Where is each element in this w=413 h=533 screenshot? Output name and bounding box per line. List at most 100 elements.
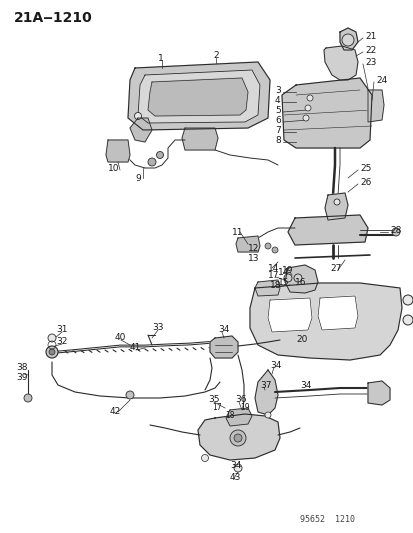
Circle shape <box>306 95 312 101</box>
Text: 26: 26 <box>359 177 370 187</box>
Text: 12: 12 <box>247 244 259 253</box>
Text: 37: 37 <box>259 381 271 390</box>
Polygon shape <box>323 46 357 80</box>
Text: 8: 8 <box>274 135 280 144</box>
Text: 4: 4 <box>274 95 280 104</box>
Text: 27: 27 <box>329 263 341 272</box>
Polygon shape <box>197 414 279 460</box>
Text: 24: 24 <box>375 76 386 85</box>
Circle shape <box>304 105 310 111</box>
Polygon shape <box>367 381 389 405</box>
Text: 6: 6 <box>274 116 280 125</box>
Circle shape <box>147 158 156 166</box>
Text: 29: 29 <box>412 290 413 300</box>
Polygon shape <box>138 70 259 123</box>
Polygon shape <box>324 193 347 220</box>
Bar <box>206 94 214 108</box>
Circle shape <box>201 455 208 462</box>
Circle shape <box>391 228 399 236</box>
Polygon shape <box>254 280 279 296</box>
Text: 34: 34 <box>218 326 229 335</box>
Text: 42: 42 <box>110 408 121 416</box>
Polygon shape <box>147 78 247 116</box>
Text: 19: 19 <box>281 265 293 274</box>
Text: 14: 14 <box>277 268 289 277</box>
Circle shape <box>46 346 58 358</box>
Polygon shape <box>317 296 357 330</box>
Text: 14: 14 <box>267 263 279 272</box>
Circle shape <box>126 391 134 399</box>
Text: 28: 28 <box>389 225 401 235</box>
Polygon shape <box>106 140 130 162</box>
Circle shape <box>264 243 271 249</box>
Polygon shape <box>281 78 371 148</box>
Text: 41: 41 <box>130 343 141 352</box>
Polygon shape <box>235 236 259 252</box>
Circle shape <box>230 430 245 446</box>
Circle shape <box>333 199 339 205</box>
Circle shape <box>402 315 412 325</box>
Text: 13: 13 <box>247 254 259 262</box>
Text: 22: 22 <box>364 45 375 54</box>
Text: 20: 20 <box>295 335 306 344</box>
Circle shape <box>48 334 56 342</box>
Polygon shape <box>367 90 383 122</box>
Text: 15: 15 <box>277 278 289 287</box>
Circle shape <box>283 274 291 282</box>
Bar <box>161 94 170 108</box>
Circle shape <box>402 295 412 305</box>
Text: 21: 21 <box>364 31 375 41</box>
Text: 38: 38 <box>16 364 27 373</box>
Text: 17: 17 <box>211 403 221 413</box>
Text: 34: 34 <box>269 360 281 369</box>
Polygon shape <box>284 265 317 293</box>
Text: 10: 10 <box>108 164 119 173</box>
Text: 36: 36 <box>235 395 246 405</box>
Circle shape <box>134 112 141 119</box>
Text: 19: 19 <box>240 403 249 413</box>
Text: 40: 40 <box>115 334 126 343</box>
Polygon shape <box>249 283 401 360</box>
Text: 34: 34 <box>230 461 241 470</box>
Circle shape <box>49 349 55 355</box>
Bar <box>228 94 235 108</box>
Bar <box>183 94 192 108</box>
Bar <box>216 94 224 108</box>
Circle shape <box>302 115 308 121</box>
Text: 32: 32 <box>56 337 67 346</box>
Text: 95652  1210: 95652 1210 <box>299 515 354 524</box>
Text: 25: 25 <box>359 164 370 173</box>
Circle shape <box>264 412 271 418</box>
Circle shape <box>233 434 242 442</box>
Polygon shape <box>267 298 311 332</box>
Circle shape <box>341 34 353 46</box>
Polygon shape <box>209 336 237 358</box>
Text: 43: 43 <box>230 473 241 482</box>
Text: 21A‒1210: 21A‒1210 <box>14 11 93 25</box>
Polygon shape <box>128 62 269 130</box>
Text: 18: 18 <box>269 280 281 289</box>
Text: 18: 18 <box>224 410 234 419</box>
Text: 11: 11 <box>231 228 243 237</box>
Circle shape <box>24 394 32 402</box>
Text: 34: 34 <box>299 381 311 390</box>
Bar <box>195 94 202 108</box>
Text: 2: 2 <box>212 51 218 60</box>
Circle shape <box>271 247 277 253</box>
Polygon shape <box>225 408 252 426</box>
Text: 1: 1 <box>158 53 164 62</box>
Text: 30: 30 <box>412 311 413 319</box>
Text: 35: 35 <box>207 395 219 405</box>
Circle shape <box>156 151 163 158</box>
Polygon shape <box>130 118 152 142</box>
Polygon shape <box>339 28 357 50</box>
Text: 39: 39 <box>16 374 27 383</box>
Text: 23: 23 <box>364 58 375 67</box>
Polygon shape <box>254 370 277 415</box>
Text: 5: 5 <box>274 106 280 115</box>
Text: 17: 17 <box>267 271 279 279</box>
Text: 7: 7 <box>274 125 280 134</box>
Polygon shape <box>182 128 218 150</box>
Text: 16: 16 <box>294 278 306 287</box>
Text: 33: 33 <box>152 324 163 333</box>
